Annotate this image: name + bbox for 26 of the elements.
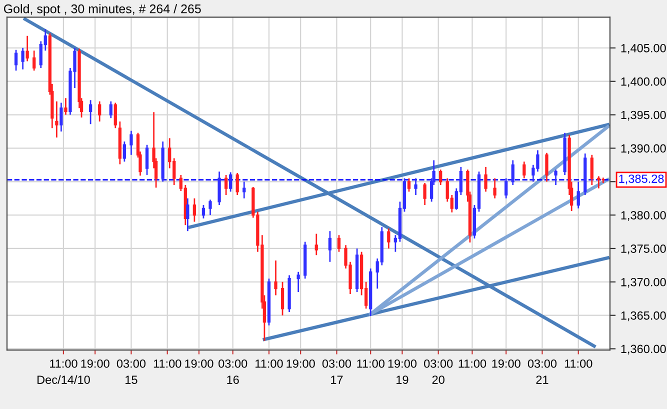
x-tick-label: 11:00 [154, 359, 182, 368]
y-tick-label: 1,370.00 [621, 278, 666, 288]
y-tick-label: 1,400.00 [621, 77, 666, 88]
x-tick-label: 19:00 [492, 359, 520, 368]
y-tick-label: 1,395.00 [621, 110, 666, 121]
x-tick-label: 11:00 [256, 359, 283, 368]
x-tick-label: 03:00 15 [116, 359, 146, 384]
x-tick-label: 19:00 [185, 359, 214, 368]
x-tick-label: 03:00 17 [322, 359, 352, 384]
x-tick-label: 19:00 19 [388, 359, 417, 384]
x-tick-label: 03:00 20 [424, 359, 453, 384]
y-tick-label: 1,360.00 [621, 344, 666, 355]
ref-line-label: 1,385.28 [619, 174, 664, 184]
x-tick-label: 19:00 [81, 359, 110, 368]
y-tick-label: 1,390.00 [621, 144, 666, 154]
x-tick-label: 19:00 [286, 359, 315, 368]
chart-title: Gold, spot , 30 minutes, # 264 / 265 [4, 4, 201, 16]
x-tick-label: 03:00 16 [218, 359, 248, 384]
x-tick-label: 11:00 [357, 359, 384, 368]
x-tick-label: 03:00 21 [528, 359, 557, 384]
y-tick-label: 1,405.00 [621, 44, 666, 54]
y-tick-label: 1,380.00 [621, 211, 666, 221]
x-tick-label: 11:00 [564, 359, 592, 368]
y-tick-label: 1,365.00 [621, 311, 666, 322]
y-tick-label: 1,375.00 [621, 244, 666, 254]
x-tick-label: 11:00 [458, 359, 486, 368]
